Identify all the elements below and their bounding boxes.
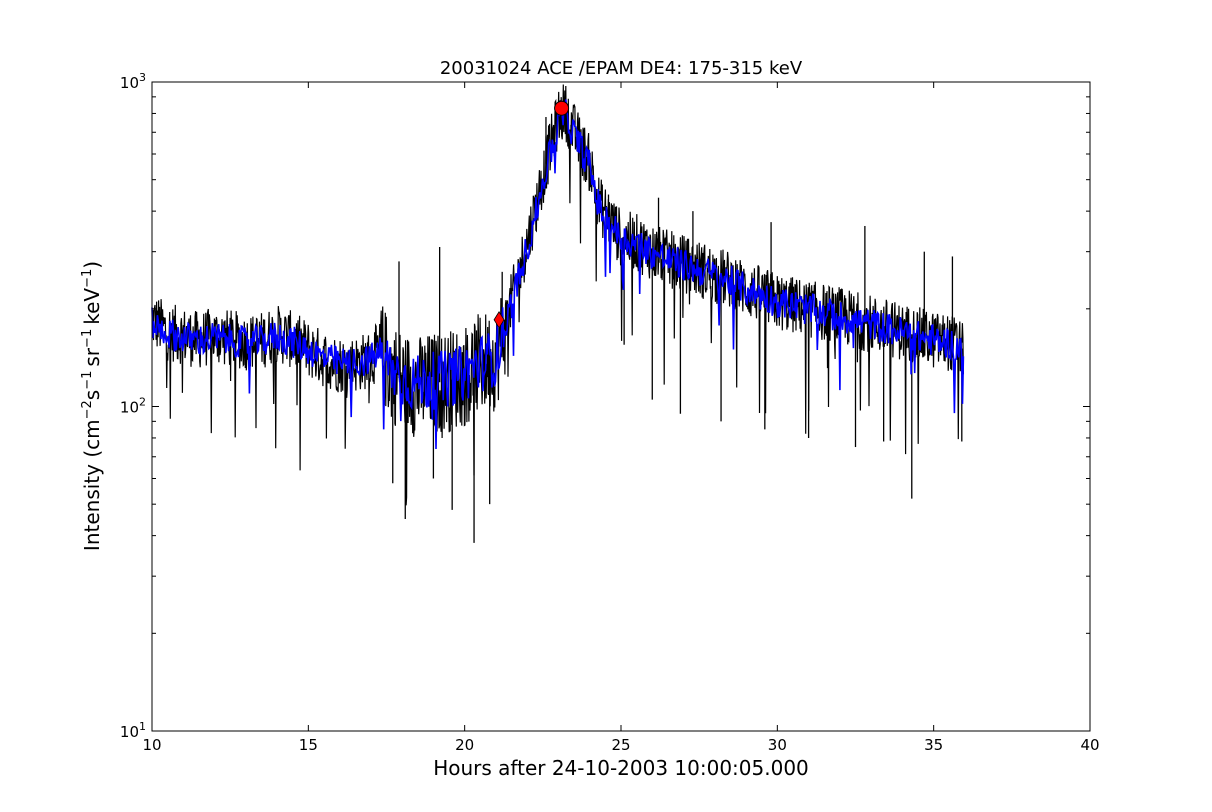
y-label-part4: keV [80, 288, 104, 325]
y-label-exp3: −1 [80, 329, 95, 348]
event-markers [493, 100, 570, 329]
x-tick-label: 20 [455, 736, 474, 754]
x-tick-label: 25 [611, 736, 630, 754]
x-axis-label: Hours after 24-10-2003 10:00:05.000 [433, 756, 809, 780]
y-label-suffix: ) [80, 261, 104, 269]
x-tick-label: 15 [299, 736, 318, 754]
peak-marker [554, 100, 570, 116]
x-ticks: 10 15 20 25 30 35 40 [142, 82, 1100, 754]
smoothed-series [151, 99, 965, 450]
raw-series-line [151, 84, 964, 506]
y-axis-label: Intensity (cm−2s−1sr−1keV−1) [80, 261, 104, 551]
smoothed-series-line [151, 99, 965, 450]
y-label-part2: s [80, 390, 104, 400]
chart-title: 20031024 ACE /EPAM DE4: 175-315 keV [440, 58, 803, 79]
y-tick-label: 103 [120, 71, 146, 92]
onset-marker [493, 311, 505, 329]
x-tick-label: 10 [142, 736, 161, 754]
y-label-prefix: Intensity (cm [80, 419, 104, 551]
y-label-exp2: −1 [80, 371, 95, 390]
y-tick-label: 101 [120, 720, 146, 741]
x-tick-label: 30 [768, 736, 787, 754]
y-ticks: 101 102 103 [120, 71, 1090, 741]
plot-area: 10 15 20 25 30 35 40 101 102 103 [120, 71, 1100, 754]
x-tick-label: 35 [924, 736, 943, 754]
y-label-exp1: −2 [80, 400, 95, 419]
raw-series [151, 84, 964, 543]
y-tick-label: 102 [120, 396, 146, 417]
plot-frame [151, 81, 1091, 732]
y-label-exp4: −1 [80, 269, 95, 288]
x-tick-label: 40 [1080, 736, 1099, 754]
y-label-part3: sr [80, 347, 104, 366]
